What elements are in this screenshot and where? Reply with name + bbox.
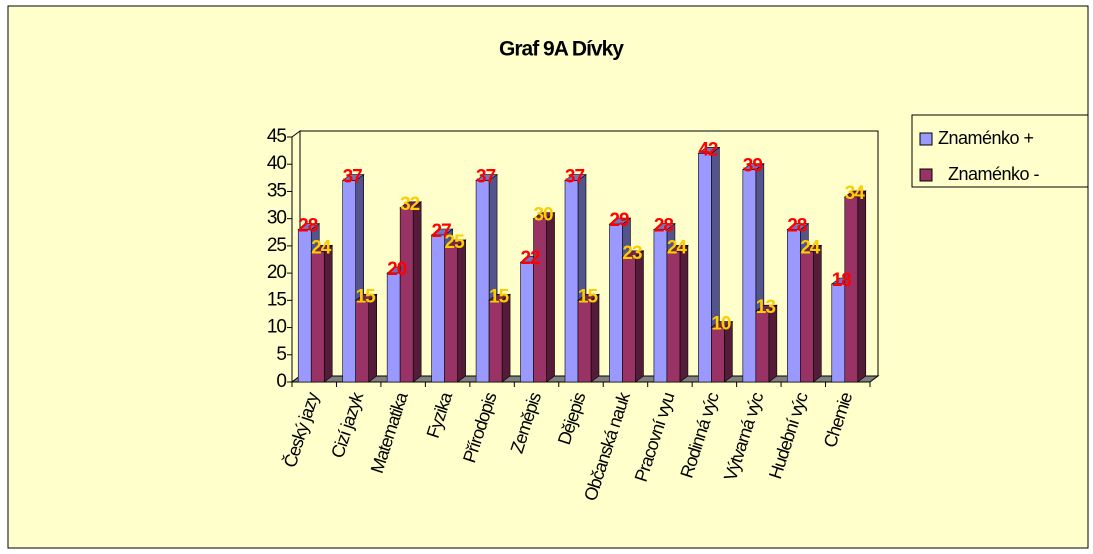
data-label: 23	[622, 243, 642, 264]
bar-side	[412, 201, 422, 383]
bar-front	[800, 251, 814, 383]
bar-front	[488, 300, 503, 383]
bar-front	[444, 245, 458, 383]
y-tick-label: 45	[267, 126, 287, 147]
bar-front	[342, 180, 356, 383]
bar-front	[355, 300, 369, 383]
bar-front	[755, 310, 770, 383]
data-label: 37	[476, 167, 496, 188]
data-label: 24	[800, 237, 821, 258]
bar	[532, 212, 556, 383]
bar	[710, 320, 734, 383]
bar-front	[475, 180, 490, 383]
bar-side	[679, 244, 689, 383]
data-label: 28	[654, 216, 674, 237]
bar-front	[622, 256, 636, 383]
bar-front	[533, 218, 547, 383]
legend-label: Znaménko +	[938, 128, 1034, 148]
bar-side	[635, 250, 644, 383]
bar	[577, 293, 600, 383]
data-label: 30	[533, 205, 553, 226]
bar	[754, 304, 778, 383]
bar	[488, 293, 511, 383]
bar-side	[857, 190, 867, 383]
data-label: 32	[400, 194, 420, 215]
data-label: 13	[756, 297, 776, 318]
bar-front	[653, 229, 668, 383]
bar	[843, 190, 867, 383]
y-tick-label: 30	[267, 208, 287, 229]
bar-front	[711, 327, 725, 383]
data-label: 29	[609, 210, 629, 231]
bar	[310, 244, 334, 383]
bar-front	[698, 153, 712, 383]
legend-label: Znaménko -	[948, 164, 1040, 184]
data-label: 15	[578, 286, 599, 307]
data-label: 28	[787, 216, 807, 237]
bar-front	[609, 223, 623, 383]
data-label: 37	[565, 167, 585, 188]
data-label: 24	[667, 237, 688, 258]
data-label: 27	[432, 221, 452, 242]
y-tick-label: 25	[267, 235, 287, 256]
back-wall	[300, 130, 879, 376]
legend-swatch	[919, 168, 933, 182]
bar-front	[310, 251, 325, 383]
bar-front	[520, 261, 534, 383]
data-label: 42	[698, 139, 718, 160]
bar-front	[577, 300, 592, 383]
y-tick-label: 40	[267, 153, 287, 174]
y-tick-label: 10	[267, 317, 287, 338]
legend-swatch	[919, 132, 933, 146]
bar-front	[386, 272, 401, 383]
bar	[354, 293, 378, 383]
data-label: 34	[845, 183, 866, 204]
y-tick-label: 20	[267, 262, 287, 283]
bar-front	[666, 251, 681, 383]
bar-front	[742, 169, 757, 383]
bar	[621, 250, 645, 383]
y-tick-label: 35	[267, 180, 287, 201]
bar-front	[564, 180, 579, 383]
y-tick-label: 0	[276, 371, 286, 392]
legend	[911, 114, 1089, 188]
bar-side	[501, 293, 511, 383]
bar-front	[844, 196, 859, 383]
data-label: 28	[298, 216, 318, 237]
bar	[443, 239, 467, 383]
data-label: 22	[520, 248, 540, 269]
bar-front	[297, 229, 312, 383]
chart-title: Graf 9A Dívky	[499, 38, 624, 61]
bar-front	[431, 234, 445, 383]
bar-side	[457, 239, 466, 383]
bar	[399, 201, 423, 383]
data-label: 24	[311, 237, 332, 258]
data-label: 10	[711, 314, 731, 335]
bar	[666, 244, 689, 383]
data-label: 39	[743, 156, 763, 177]
data-label: 15	[356, 286, 377, 307]
data-label: 18	[832, 270, 852, 291]
bar-side	[546, 212, 555, 383]
bar-side	[368, 293, 377, 383]
data-label: 37	[343, 167, 363, 188]
bar-front	[787, 229, 801, 383]
bar	[799, 244, 823, 383]
bar-front	[399, 207, 414, 383]
data-label: 15	[489, 286, 510, 307]
y-tick-label: 15	[267, 289, 287, 310]
bar-side	[813, 244, 822, 383]
y-tick-label: 5	[276, 344, 286, 365]
data-label: 20	[387, 259, 407, 280]
bar-side	[323, 244, 333, 383]
data-label: 25	[445, 232, 466, 253]
bar-side	[590, 293, 600, 383]
bar-front	[831, 283, 846, 383]
